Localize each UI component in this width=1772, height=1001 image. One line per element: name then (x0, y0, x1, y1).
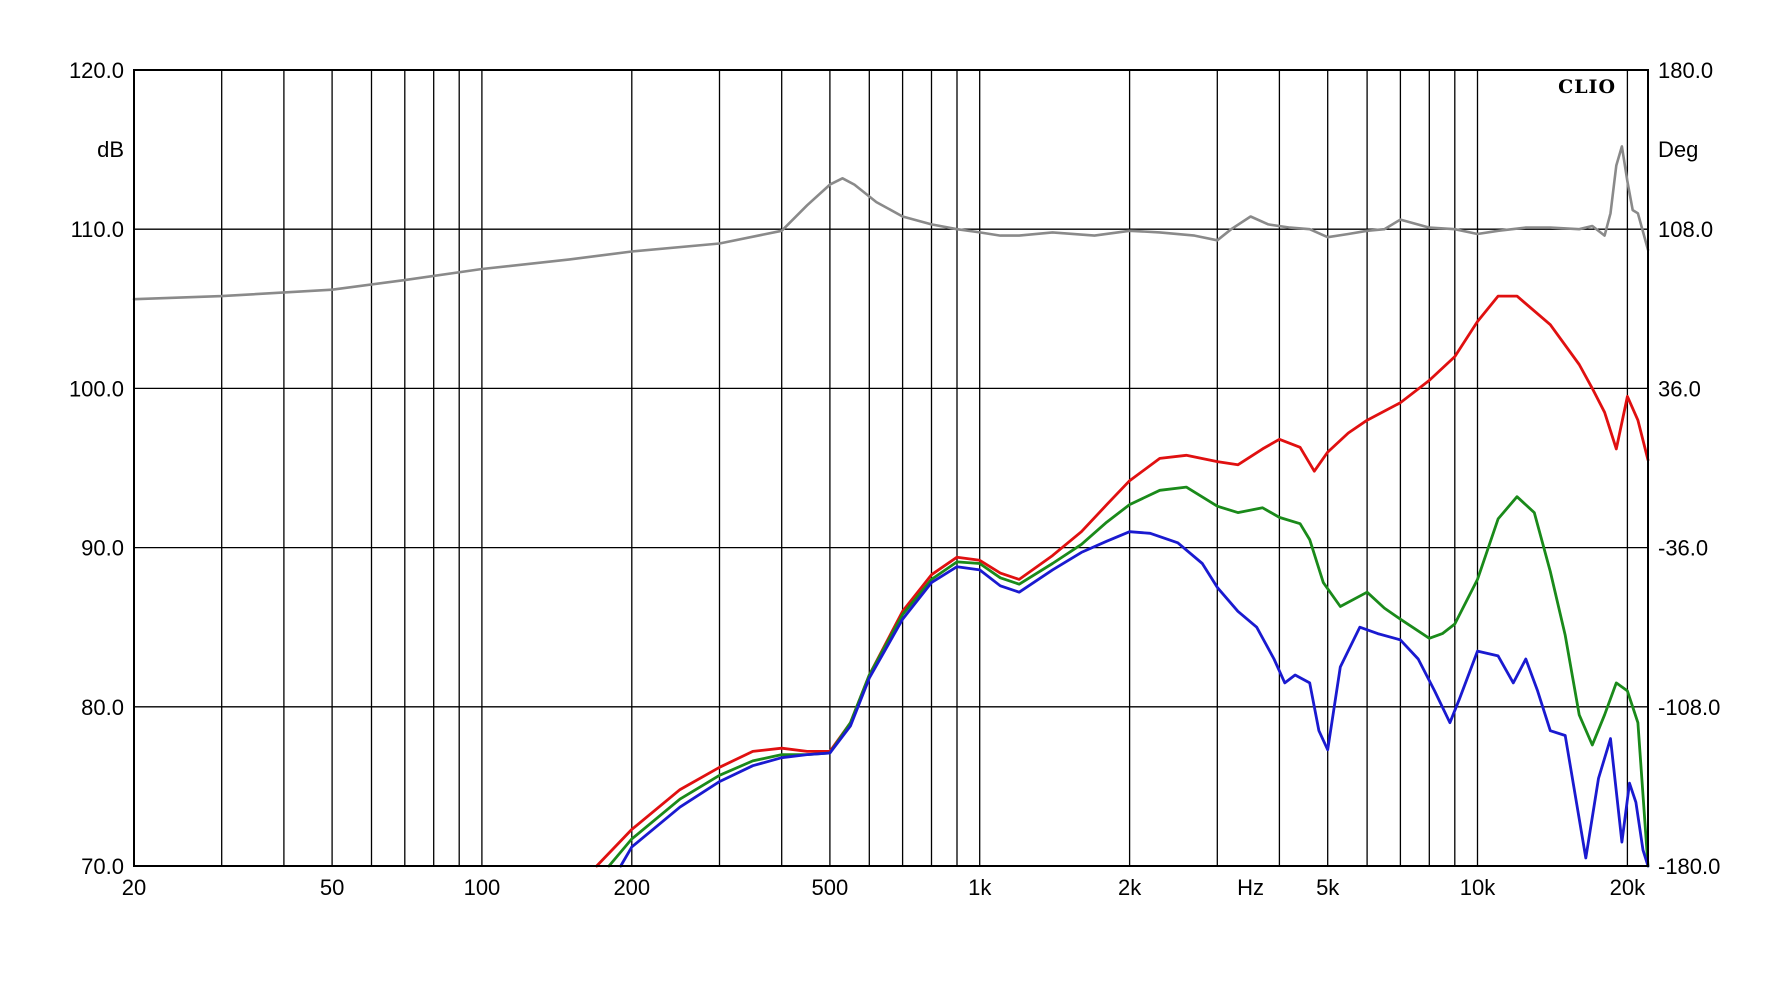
series-layer (132, 145, 1650, 868)
x-axis-ticks: 20 50 100 200 500 1k 2k 5k 10k 20k (122, 875, 1646, 900)
x-tick-label: 200 (613, 875, 650, 900)
brand-logo: CLIO (1558, 76, 1616, 98)
x-tick-label: 100 (464, 875, 501, 900)
x-axis-unit: Hz (1237, 875, 1264, 900)
y-tick-label: 90.0 (81, 536, 124, 561)
series-line-green (607, 485, 1650, 868)
series-line-blue (619, 530, 1650, 868)
y-tick-label: 120.0 (69, 58, 124, 83)
x-tick-label: 50 (320, 875, 344, 900)
y-tick-label: 80.0 (81, 695, 124, 720)
y2-tick-label: 108.0 (1658, 217, 1713, 242)
y2-axis-unit: Deg (1658, 137, 1698, 162)
y-tick-label: 100.0 (69, 376, 124, 401)
y-tick-label: 110.0 (71, 217, 124, 242)
y-axis-ticks: 120.0 110.0 100.0 90.0 80.0 70.0 (69, 58, 124, 879)
y-tick-label: 70.0 (81, 854, 124, 879)
y-axis-unit: dB (97, 137, 124, 162)
x-tick-label: 5k (1316, 875, 1340, 900)
x-tick-label: 20 (122, 875, 146, 900)
x-tick-label: 20k (1610, 875, 1646, 900)
x-tick-label: 1k (968, 875, 992, 900)
y2-axis-ticks: 180.0 108.0 36.0 -36.0 -108.0 -180.0 (1658, 58, 1720, 879)
y2-tick-label: -36.0 (1658, 536, 1708, 561)
x-tick-label: 500 (812, 875, 849, 900)
series-line-gray (132, 145, 1650, 301)
y2-tick-label: -180.0 (1658, 854, 1720, 879)
plot-frame (133, 69, 1649, 867)
y2-tick-label: 180.0 (1658, 58, 1713, 83)
series-line-red (595, 294, 1650, 868)
x-tick-label: 2k (1118, 875, 1142, 900)
x-tick-label: 10k (1460, 875, 1496, 900)
y2-tick-label: 36.0 (1658, 376, 1701, 401)
grid-lines (134, 69, 1648, 867)
y2-tick-label: -108.0 (1658, 695, 1720, 720)
